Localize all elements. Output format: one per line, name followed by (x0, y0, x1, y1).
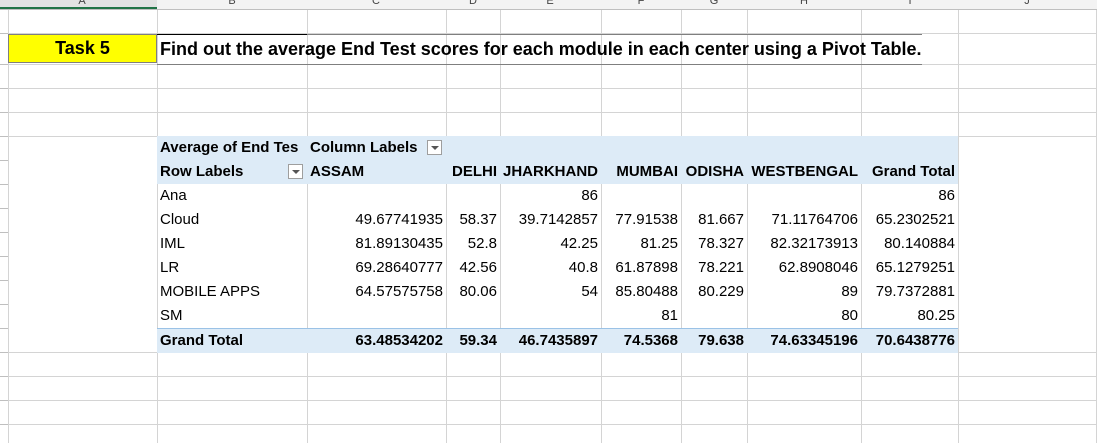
row-label-cell[interactable]: Ana (157, 184, 307, 208)
pivot-header-row-1: Average of End Tes Column Labels (157, 136, 958, 160)
grand-total-cell[interactable]: 59.34 (446, 329, 500, 353)
pivot-grand-total-row: Grand Total 63.48534202 59.34 46.7435897… (157, 328, 958, 353)
value-cell[interactable]: 58.37 (446, 208, 500, 232)
value-cell[interactable]: 49.67741935 (307, 208, 446, 232)
task-label-cell[interactable]: Task 5 (8, 34, 157, 63)
value-cell[interactable]: 40.8 (500, 256, 601, 280)
value-cell[interactable] (747, 184, 861, 208)
col-header-odisha[interactable]: ODISHA (681, 160, 747, 184)
grand-total-cell[interactable]: 70.6438776 (861, 329, 958, 353)
pivot-value-field-label[interactable]: Average of End Tes (157, 136, 307, 160)
grand-total-cell[interactable]: 63.48534202 (307, 329, 446, 353)
value-cell[interactable] (307, 304, 446, 328)
value-cell[interactable]: 65.2302521 (861, 208, 958, 232)
col-header-assam[interactable]: ASSAM (307, 160, 446, 184)
value-cell[interactable]: 86 (861, 184, 958, 208)
column-header-g[interactable]: G (704, 0, 724, 7)
value-cell[interactable]: 78.221 (681, 256, 747, 280)
value-cell[interactable]: 39.7142857 (500, 208, 601, 232)
pivot-row-labels-header[interactable]: Row Labels (157, 160, 287, 184)
value-cell[interactable]: 80.140884 (861, 232, 958, 256)
value-cell[interactable] (681, 184, 747, 208)
pivot-table[interactable]: Average of End Tes Column Labels Row Lab… (157, 136, 958, 353)
value-cell[interactable] (307, 184, 446, 208)
row-label-cell[interactable]: LR (157, 256, 307, 280)
grand-total-cell[interactable]: 79.638 (681, 329, 747, 353)
value-cell[interactable]: 89 (747, 280, 861, 304)
grand-total-cell[interactable]: 46.7435897 (500, 329, 601, 353)
row-label-cell[interactable]: MOBILE APPS (157, 280, 307, 304)
pivot-data-row: MOBILE APPS 64.57575758 80.06 54 85.80488 80.… (157, 280, 958, 304)
column-header-a[interactable]: A (72, 0, 92, 7)
row-label-cell[interactable]: SM (157, 304, 307, 328)
col-header-grand-total[interactable]: Grand Total (861, 160, 958, 184)
value-cell[interactable]: 69.28640777 (307, 256, 446, 280)
value-cell[interactable]: 81 (601, 304, 681, 328)
value-cell[interactable] (446, 304, 500, 328)
task-description-cell[interactable]: Find out the average End Test scores for… (157, 34, 922, 65)
value-cell[interactable]: 82.32173913 (747, 232, 861, 256)
value-cell[interactable]: 80.06 (446, 280, 500, 304)
value-cell[interactable]: 86 (500, 184, 601, 208)
value-cell[interactable]: 62.8908046 (747, 256, 861, 280)
value-cell[interactable]: 65.1279251 (861, 256, 958, 280)
task-description-text: Find out the average End Test scores for… (160, 39, 922, 59)
value-cell[interactable]: 42.25 (500, 232, 601, 256)
value-cell[interactable]: 54 (500, 280, 601, 304)
column-header-bar[interactable]: A B C D E F G H I J (0, 0, 1097, 10)
column-header-h[interactable]: H (794, 0, 814, 7)
value-cell[interactable]: 77.91538 (601, 208, 681, 232)
col-header-westbengal[interactable]: WESTBENGAL (747, 160, 861, 184)
pivot-body: Ana 86 86 Cloud 49.67741935 58.37 39.7142857 77… (157, 184, 958, 328)
value-cell[interactable]: 81.89130435 (307, 232, 446, 256)
grand-total-cell[interactable]: 74.63345196 (747, 329, 861, 353)
value-cell[interactable]: 52.8 (446, 232, 500, 256)
value-cell[interactable] (500, 304, 601, 328)
pivot-header-row-2: Row Labels ASSAM DELHI JHARKHAND MUMBAI … (157, 160, 958, 184)
grand-total-cell[interactable]: 74.5368 (601, 329, 681, 353)
column-labels-filter-dropdown[interactable] (427, 140, 442, 155)
column-header-b[interactable]: B (222, 0, 242, 7)
pivot-data-row: IML 81.89130435 52.8 42.25 81.25 78.327 82.321… (157, 232, 958, 256)
row-label-cell[interactable]: IML (157, 232, 307, 256)
value-cell[interactable]: 78.327 (681, 232, 747, 256)
column-header-j[interactable]: J (1017, 0, 1037, 7)
row-label-cell[interactable]: Cloud (157, 208, 307, 232)
value-cell[interactable]: 80.229 (681, 280, 747, 304)
pivot-data-row: Cloud 49.67741935 58.37 39.7142857 77.91538 8… (157, 208, 958, 232)
value-cell[interactable]: 71.11764706 (747, 208, 861, 232)
value-cell[interactable] (446, 184, 500, 208)
value-cell[interactable]: 81.25 (601, 232, 681, 256)
value-cell[interactable]: 61.87898 (601, 256, 681, 280)
column-header-d[interactable]: D (463, 0, 483, 7)
value-cell[interactable] (681, 304, 747, 328)
grand-total-label[interactable]: Grand Total (157, 329, 307, 353)
value-cell[interactable]: 81.667 (681, 208, 747, 232)
column-header-i[interactable]: I (900, 0, 920, 7)
value-cell[interactable] (601, 184, 681, 208)
column-header-e[interactable]: E (540, 0, 560, 7)
col-header-mumbai[interactable]: MUMBAI (601, 160, 681, 184)
value-cell[interactable]: 42.56 (446, 256, 500, 280)
pivot-data-row: LR 69.28640777 42.56 40.8 61.87898 78.221 62.8… (157, 256, 958, 280)
pivot-data-row: SM 81 80 80.25 (157, 304, 958, 328)
col-header-delhi[interactable]: DELHI (446, 160, 500, 184)
value-cell[interactable]: 64.57575758 (307, 280, 446, 304)
pivot-data-row: Ana 86 86 (157, 184, 958, 208)
pivot-column-labels-header[interactable]: Column Labels (307, 136, 427, 160)
col-header-jharkhand[interactable]: JHARKHAND (500, 160, 601, 184)
column-header-f[interactable]: F (631, 0, 651, 7)
value-cell[interactable]: 80.25 (861, 304, 958, 328)
column-header-c[interactable]: C (366, 0, 386, 7)
value-cell[interactable]: 85.80488 (601, 280, 681, 304)
value-cell[interactable]: 80 (747, 304, 861, 328)
value-cell[interactable]: 79.7372881 (861, 280, 958, 304)
row-labels-filter-dropdown[interactable] (288, 164, 303, 179)
